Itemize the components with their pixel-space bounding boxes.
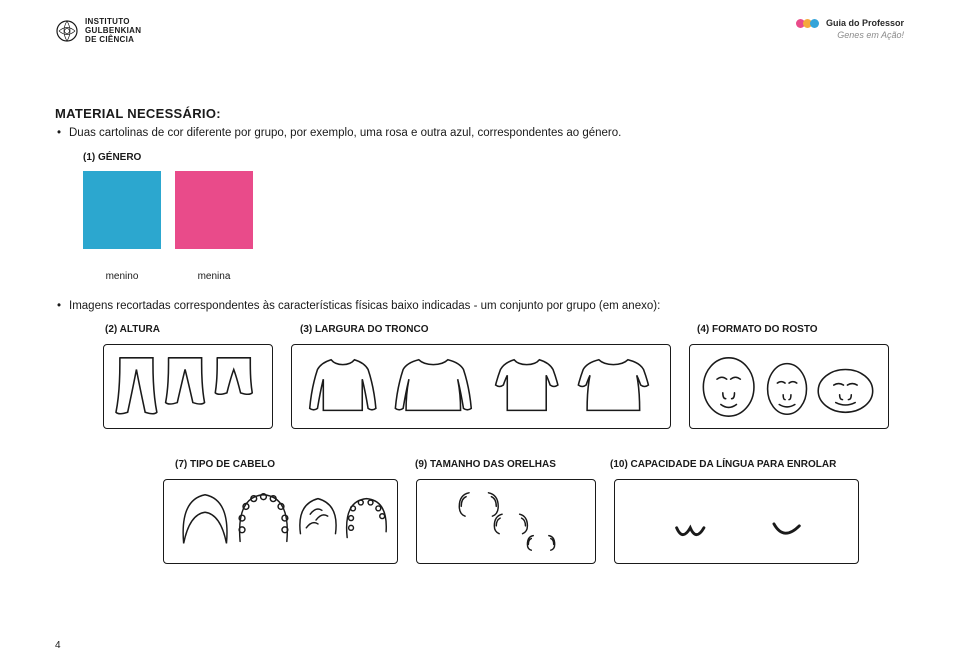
- bullet-1: Duas cartolinas de cor diferente por gru…: [55, 125, 904, 142]
- swatch-menino: menino: [83, 171, 161, 282]
- category-label: (4) FORMATO DO ROSTO: [697, 324, 818, 335]
- swatch-color: [175, 171, 253, 249]
- guide-subtitle: Genes em Ação!: [798, 30, 904, 42]
- logo-text: INSTITUTO GULBENKIAN DE CIÊNCIA: [85, 18, 141, 44]
- category-label: (3) LARGURA DO TRONCO: [300, 324, 429, 335]
- row2-cards: [163, 479, 904, 564]
- swatch-label: menino: [106, 271, 139, 282]
- guide-title: Guia do Professor: [826, 18, 904, 28]
- card-orelhas: [416, 479, 596, 564]
- row2-labels: (7) TIPO DE CABELO (9) TAMANHO DAS ORELH…: [55, 459, 904, 473]
- guide-dots: [798, 19, 819, 28]
- swatch-label: menina: [198, 271, 231, 282]
- card-rosto: [689, 344, 889, 429]
- swatch-row: menino menina: [83, 171, 904, 282]
- category-label: (9) TAMANHO DAS ORELHAS: [415, 459, 556, 470]
- card-cabelo: [163, 479, 398, 564]
- dot-icon: [810, 19, 819, 28]
- page-number: 4: [55, 640, 61, 651]
- logo-block: INSTITUTO GULBENKIAN DE CIÊNCIA: [55, 18, 141, 44]
- card-altura: [103, 344, 273, 429]
- swatch-menina: menina: [175, 171, 253, 282]
- page-header: INSTITUTO GULBENKIAN DE CIÊNCIA Guia do …: [55, 18, 904, 58]
- card-tronco: [291, 344, 671, 429]
- bullet-2: Imagens recortadas correspondentes às ca…: [55, 298, 904, 315]
- category-label: (2) ALTURA: [105, 324, 160, 335]
- swatch-color: [83, 171, 161, 249]
- category-label: (7) TIPO DE CABELO: [175, 459, 275, 470]
- genero-heading: (1) GÉNERO: [83, 152, 904, 163]
- row1-cards: [103, 344, 904, 429]
- logo-line-3: DE CIÊNCIA: [85, 36, 141, 45]
- guide-block: Guia do Professor Genes em Ação!: [798, 18, 904, 41]
- card-lingua: [614, 479, 859, 564]
- row1-labels: (2) ALTURA (3) LARGURA DO TRONCO (4) FOR…: [55, 324, 904, 338]
- category-label: (10) CAPACIDADE DA LÍNGUA PARA ENROLAR: [610, 459, 836, 470]
- logo-icon: [55, 19, 79, 43]
- section-title: MATERIAL NECESSÁRIO:: [55, 106, 904, 121]
